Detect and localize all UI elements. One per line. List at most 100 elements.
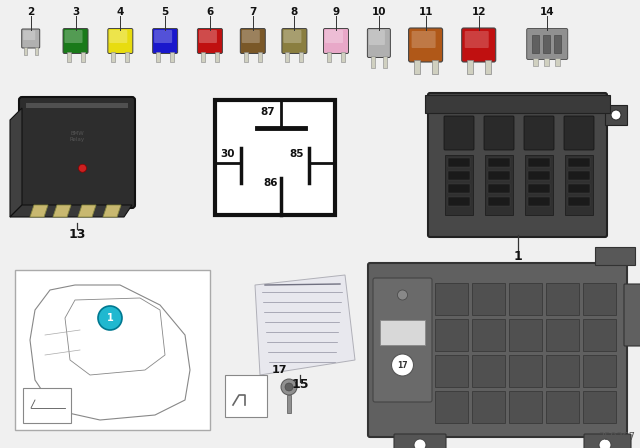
Bar	[258, 52, 262, 62]
Bar	[484, 60, 491, 74]
FancyBboxPatch shape	[484, 116, 514, 150]
Bar	[583, 355, 616, 387]
Text: 359367: 359367	[598, 432, 635, 442]
Bar	[467, 60, 473, 74]
Polygon shape	[10, 108, 22, 217]
Bar	[472, 283, 505, 315]
Bar	[528, 184, 550, 193]
Bar	[24, 47, 27, 55]
Bar	[448, 171, 470, 180]
FancyBboxPatch shape	[564, 116, 594, 150]
Bar	[554, 35, 561, 53]
Text: 2: 2	[27, 7, 35, 17]
Text: 1: 1	[107, 313, 113, 323]
Bar	[23, 388, 71, 423]
Bar	[435, 319, 468, 351]
FancyBboxPatch shape	[108, 29, 133, 53]
Bar	[380, 320, 425, 345]
Bar	[26, 103, 128, 108]
Bar	[595, 247, 635, 265]
Bar	[528, 171, 550, 180]
Bar	[488, 158, 510, 167]
Polygon shape	[255, 275, 355, 375]
Bar	[413, 60, 420, 74]
Bar	[485, 155, 513, 215]
Bar	[111, 52, 115, 62]
Bar	[546, 355, 579, 387]
Circle shape	[599, 439, 611, 448]
Text: BMW
Relay: BMW Relay	[69, 131, 84, 142]
Bar	[215, 52, 219, 62]
Bar	[15, 270, 210, 430]
FancyBboxPatch shape	[394, 434, 446, 448]
FancyBboxPatch shape	[325, 30, 343, 43]
Text: 86: 86	[263, 178, 278, 188]
Bar	[568, 197, 590, 206]
Bar	[533, 58, 538, 66]
FancyBboxPatch shape	[22, 29, 40, 48]
Bar	[125, 52, 129, 62]
FancyBboxPatch shape	[373, 278, 432, 402]
FancyBboxPatch shape	[323, 29, 349, 53]
Bar	[435, 355, 468, 387]
Bar	[156, 52, 160, 62]
FancyBboxPatch shape	[624, 284, 640, 346]
Bar	[472, 391, 505, 423]
Circle shape	[98, 306, 122, 330]
Circle shape	[285, 383, 293, 391]
Bar	[445, 155, 473, 215]
FancyBboxPatch shape	[152, 29, 178, 53]
Text: 5: 5	[161, 7, 169, 17]
Bar	[67, 52, 70, 62]
Bar	[371, 56, 375, 68]
Bar	[285, 52, 289, 62]
Bar	[509, 355, 542, 387]
Bar	[327, 52, 331, 62]
Circle shape	[79, 164, 86, 172]
FancyBboxPatch shape	[19, 97, 135, 208]
Bar	[543, 35, 550, 53]
Text: 1: 1	[513, 250, 522, 263]
Bar	[568, 158, 590, 167]
Circle shape	[414, 439, 426, 448]
FancyBboxPatch shape	[109, 30, 127, 43]
Polygon shape	[30, 205, 48, 217]
Bar	[244, 52, 248, 62]
Bar	[546, 283, 579, 315]
Bar	[583, 391, 616, 423]
Polygon shape	[53, 205, 71, 217]
FancyBboxPatch shape	[284, 30, 301, 43]
Text: 87: 87	[260, 107, 275, 117]
Bar	[488, 184, 510, 193]
Polygon shape	[78, 205, 96, 217]
FancyBboxPatch shape	[428, 93, 607, 237]
Bar	[532, 35, 540, 53]
Bar	[583, 283, 616, 315]
Bar	[435, 391, 468, 423]
FancyBboxPatch shape	[444, 116, 474, 150]
Bar	[568, 184, 590, 193]
Bar	[525, 155, 553, 215]
Text: 11: 11	[419, 7, 433, 17]
Text: 3: 3	[72, 7, 79, 17]
Bar	[201, 52, 205, 62]
Bar	[546, 391, 579, 423]
Bar	[546, 319, 579, 351]
Bar	[81, 52, 84, 62]
Bar	[605, 105, 627, 125]
Text: 7: 7	[249, 7, 257, 17]
Text: 4: 4	[116, 7, 124, 17]
Bar	[35, 47, 38, 55]
Circle shape	[392, 354, 413, 376]
FancyBboxPatch shape	[23, 30, 35, 40]
Text: 15: 15	[291, 379, 308, 392]
Bar	[488, 171, 510, 180]
Bar	[225, 375, 267, 417]
Text: 30: 30	[220, 149, 234, 159]
FancyBboxPatch shape	[368, 263, 627, 437]
Bar	[287, 395, 291, 413]
Bar	[472, 355, 505, 387]
Text: 9: 9	[332, 7, 340, 17]
Circle shape	[397, 290, 408, 300]
FancyBboxPatch shape	[367, 29, 390, 57]
